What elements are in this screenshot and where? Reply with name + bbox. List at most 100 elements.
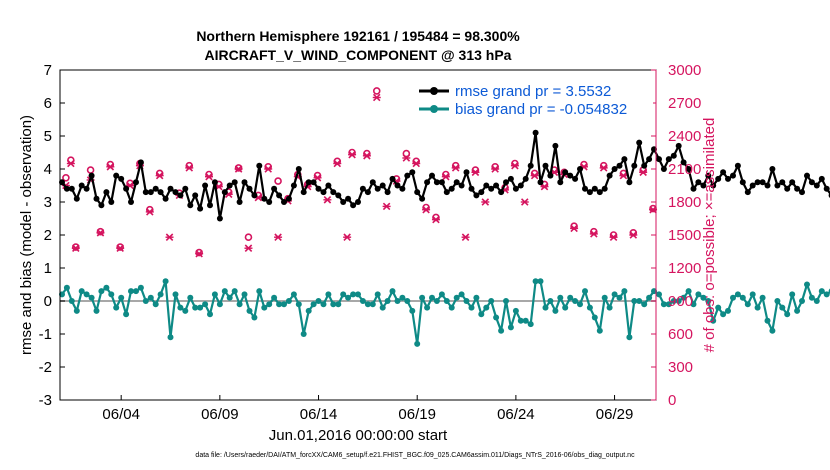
rmse-marker — [744, 189, 751, 196]
rmse-marker — [399, 185, 406, 192]
bias-marker — [611, 291, 618, 298]
bias-marker — [241, 291, 248, 298]
rmse-marker — [355, 199, 361, 205]
legend-rmse-marker — [430, 87, 438, 95]
bias-marker — [572, 298, 579, 304]
bias-marker — [720, 311, 727, 318]
rmse-marker — [715, 175, 722, 182]
bias-marker — [715, 304, 722, 311]
bias-marker — [542, 304, 549, 311]
bias-marker — [355, 291, 361, 298]
obs-assimilated-marker — [599, 164, 608, 172]
bias-marker — [631, 298, 638, 304]
rmse-marker — [394, 182, 401, 189]
bias-marker — [626, 334, 633, 341]
rmse-marker — [433, 179, 440, 186]
rmse-marker — [582, 185, 588, 192]
obs-assimilated-marker — [71, 244, 80, 252]
y-axis-left: -3 -2 -1 0 1 2 3 4 5 6 7 — [39, 62, 65, 409]
bias-marker — [586, 304, 593, 311]
rmse-marker — [211, 179, 218, 186]
bias-marker — [147, 294, 154, 301]
bias-marker — [177, 304, 184, 311]
rmse-marker — [147, 189, 154, 196]
rmse-marker — [670, 152, 677, 159]
legend-bias-marker — [430, 105, 438, 113]
obs-assimilated-marker — [116, 244, 125, 252]
plot-area — [60, 70, 656, 400]
rmse-marker — [705, 172, 712, 179]
bias-marker — [414, 340, 421, 347]
bias-marker — [680, 294, 687, 301]
rmse-marker — [799, 189, 805, 196]
rmse-marker — [631, 162, 638, 169]
rmse-marker — [562, 169, 569, 176]
bias-marker — [695, 291, 702, 298]
bias-marker — [73, 307, 80, 314]
obs-assimilated-marker — [431, 215, 440, 224]
bias-marker — [562, 304, 569, 311]
rmse-marker — [197, 205, 204, 212]
obs-possible-marker — [274, 177, 282, 185]
y-tick-label: 0 — [44, 293, 52, 310]
rmse-marker — [113, 172, 120, 179]
bias-marker — [789, 291, 796, 298]
rmse-marker — [350, 202, 357, 209]
rmse-marker — [710, 182, 717, 189]
bias-marker — [744, 301, 751, 308]
rmse-marker — [359, 185, 366, 192]
rmse-marker — [665, 156, 672, 163]
rmse-marker — [88, 172, 95, 179]
bias-marker — [784, 311, 791, 318]
rmse-marker — [73, 195, 80, 202]
rmse-marker — [108, 199, 115, 205]
bias-marker — [749, 291, 756, 298]
bias-marker — [507, 324, 514, 331]
bias-marker — [216, 301, 223, 308]
bias-marker — [261, 304, 268, 311]
rmse-marker — [389, 175, 396, 182]
bias-marker — [330, 301, 337, 308]
rmse-marker — [202, 182, 209, 189]
rmse-marker — [498, 189, 505, 196]
bias-marker — [438, 291, 445, 298]
obs-assimilated-marker — [348, 150, 357, 159]
rmse-marker — [315, 185, 322, 192]
rmse-marker — [547, 172, 554, 179]
obs-assimilated-marker — [66, 159, 75, 168]
x-axis-label: Jun.01,2016 00:00:00 start — [269, 427, 448, 444]
obs-possible-marker — [96, 227, 105, 236]
bias-marker — [409, 307, 416, 314]
y-axis-right: 0 300 600 900 1200 1500 1800 2100 2400 2700 3000 — [651, 62, 701, 409]
x-axis: 06/04 06/09 06/14 06/19 06/24 06/29 — [102, 395, 633, 423]
rmse-marker — [739, 179, 746, 186]
bias-marker — [591, 314, 598, 321]
rmse-marker — [182, 185, 189, 192]
bias-marker — [453, 294, 460, 301]
rmse-marker — [123, 185, 130, 192]
rmse-marker — [596, 189, 603, 196]
bias-marker — [498, 327, 505, 334]
rmse-marker — [236, 199, 243, 205]
bias-marker — [394, 298, 401, 304]
bias-marker — [705, 298, 712, 304]
rmse-marker — [300, 189, 307, 196]
bias-marker — [799, 298, 805, 304]
bias-marker — [601, 294, 608, 301]
rmse-marker — [774, 182, 781, 189]
y2-tick-label: 600 — [668, 326, 693, 343]
rmse-marker — [409, 169, 416, 176]
bias-marker — [271, 294, 278, 301]
obs-possible-marker — [402, 149, 411, 158]
y2-tick-label: 3000 — [668, 62, 701, 79]
bias-marker — [211, 291, 218, 298]
bias-marker — [685, 288, 692, 295]
y-tick-label: -1 — [39, 326, 52, 343]
bias-marker — [665, 301, 672, 308]
y-tick-label: 2 — [44, 227, 52, 244]
bias-marker — [636, 298, 643, 304]
bias-marker — [182, 307, 189, 314]
bias-marker — [197, 304, 204, 311]
rmse-marker — [754, 179, 761, 186]
obs-assimilated-marker — [274, 233, 283, 241]
